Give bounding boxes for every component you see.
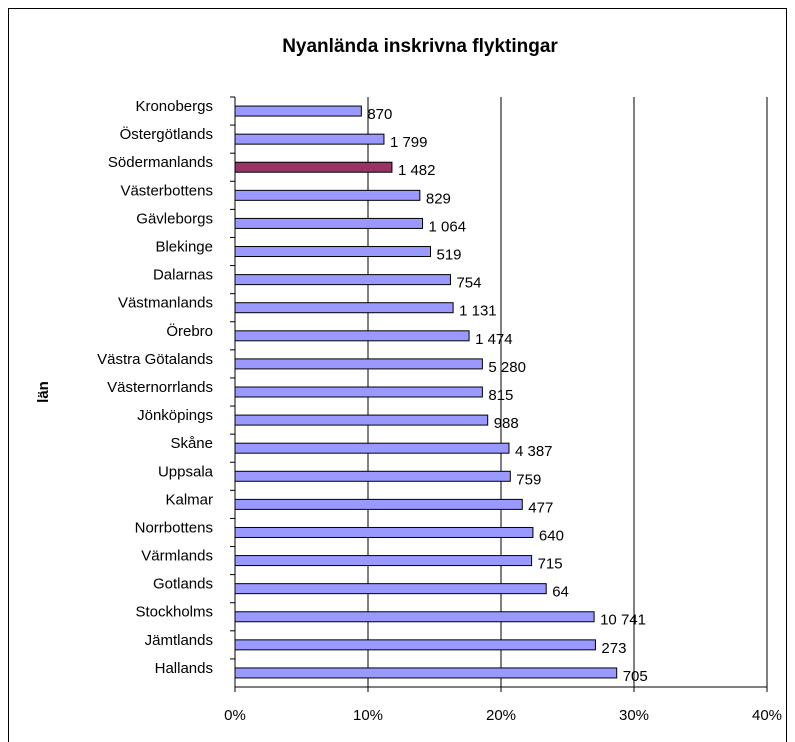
bar xyxy=(234,189,421,201)
y-tick-label: Västra Götalands xyxy=(97,351,213,368)
y-tick-label: Örebro xyxy=(166,322,213,340)
data-label: 1 131 xyxy=(459,303,497,320)
data-label: 988 xyxy=(494,415,519,432)
data-label: 705 xyxy=(623,668,648,685)
y-tick-label: Södermanlands xyxy=(108,154,213,171)
bar xyxy=(234,302,454,314)
bar xyxy=(234,470,511,482)
bar xyxy=(234,330,470,342)
data-label: 64 xyxy=(552,584,569,601)
y-axis-label: län xyxy=(35,381,52,403)
bar xyxy=(234,498,523,510)
data-label: 4 387 xyxy=(515,443,553,460)
data-label: 815 xyxy=(488,387,513,404)
y-tick-label: Gotlands xyxy=(153,576,213,593)
y-tick-label: Västernorrlands xyxy=(107,379,213,396)
bar xyxy=(234,667,618,679)
bar xyxy=(234,414,489,426)
data-label: 829 xyxy=(426,190,451,207)
y-tick-label: Kronobergs xyxy=(135,98,213,115)
bar xyxy=(234,639,596,651)
y-tick-label: Västerbottens xyxy=(120,182,213,199)
data-label: 477 xyxy=(528,499,553,516)
y-tick-label: Gävleborgs xyxy=(136,210,213,227)
data-label: 1 482 xyxy=(398,162,436,179)
y-tick-label: Norrbottens xyxy=(135,519,213,536)
bar xyxy=(234,274,451,286)
data-label: 715 xyxy=(538,556,563,573)
bar xyxy=(234,442,510,454)
y-tick-label: Hallands xyxy=(155,660,213,677)
bar xyxy=(234,161,393,173)
y-tick-label: Blekinge xyxy=(155,238,213,255)
data-label: 5 280 xyxy=(488,359,526,376)
x-tick-label: 20% xyxy=(486,707,516,724)
y-tick-label: Dalarnas xyxy=(153,267,213,284)
y-tick-label: Jönköpings xyxy=(137,407,213,424)
y-tick-label: Jämtlands xyxy=(145,632,213,649)
data-label: 640 xyxy=(539,527,564,544)
chart-border xyxy=(8,8,787,742)
bar xyxy=(234,133,385,145)
y-tick-label: Skåne xyxy=(170,435,213,452)
bar xyxy=(234,246,432,258)
data-label: 870 xyxy=(367,106,392,123)
chart-title: Nyanlända inskrivna flyktingar xyxy=(282,36,558,57)
bar xyxy=(234,526,534,538)
bar xyxy=(234,583,547,595)
data-label: 1 474 xyxy=(475,331,513,348)
data-label: 10 741 xyxy=(600,612,646,629)
data-label: 759 xyxy=(516,471,541,488)
data-label: 1 064 xyxy=(429,218,467,235)
bar xyxy=(234,386,483,398)
bar xyxy=(234,217,424,229)
x-tick-label: 10% xyxy=(353,707,383,724)
x-tick-label: 0% xyxy=(224,707,246,724)
y-tick-label: Stockholms xyxy=(135,604,213,621)
x-tick-label: 40% xyxy=(752,707,782,724)
data-label: 754 xyxy=(456,275,481,292)
data-label: 519 xyxy=(437,246,462,263)
x-tick-label: 30% xyxy=(619,707,649,724)
y-tick-label: Östergötlands xyxy=(120,125,213,143)
bar xyxy=(234,611,595,623)
data-label: 1 799 xyxy=(390,134,428,151)
y-tick-label: Uppsala xyxy=(158,463,214,480)
data-label: 273 xyxy=(601,640,626,657)
bar xyxy=(234,555,533,567)
y-tick-label: Västmanlands xyxy=(118,295,213,312)
y-tick-label: Kalmar xyxy=(165,491,213,508)
y-tick-label: Värmlands xyxy=(141,548,213,565)
bar xyxy=(234,358,483,370)
bar xyxy=(234,105,362,117)
